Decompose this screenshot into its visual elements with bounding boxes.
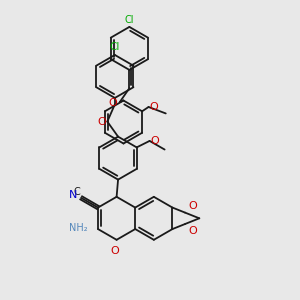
Text: NH₂: NH₂ [69, 224, 88, 233]
Text: Cl: Cl [110, 42, 120, 52]
Text: Cl: Cl [124, 15, 134, 25]
Text: C: C [74, 187, 80, 197]
Text: N: N [69, 190, 77, 200]
Text: O: O [189, 201, 197, 211]
Text: O: O [151, 136, 159, 146]
Text: O: O [109, 98, 117, 108]
Text: O: O [111, 246, 119, 256]
Text: O: O [189, 226, 197, 236]
Text: O: O [150, 102, 158, 112]
Text: O: O [97, 117, 106, 127]
